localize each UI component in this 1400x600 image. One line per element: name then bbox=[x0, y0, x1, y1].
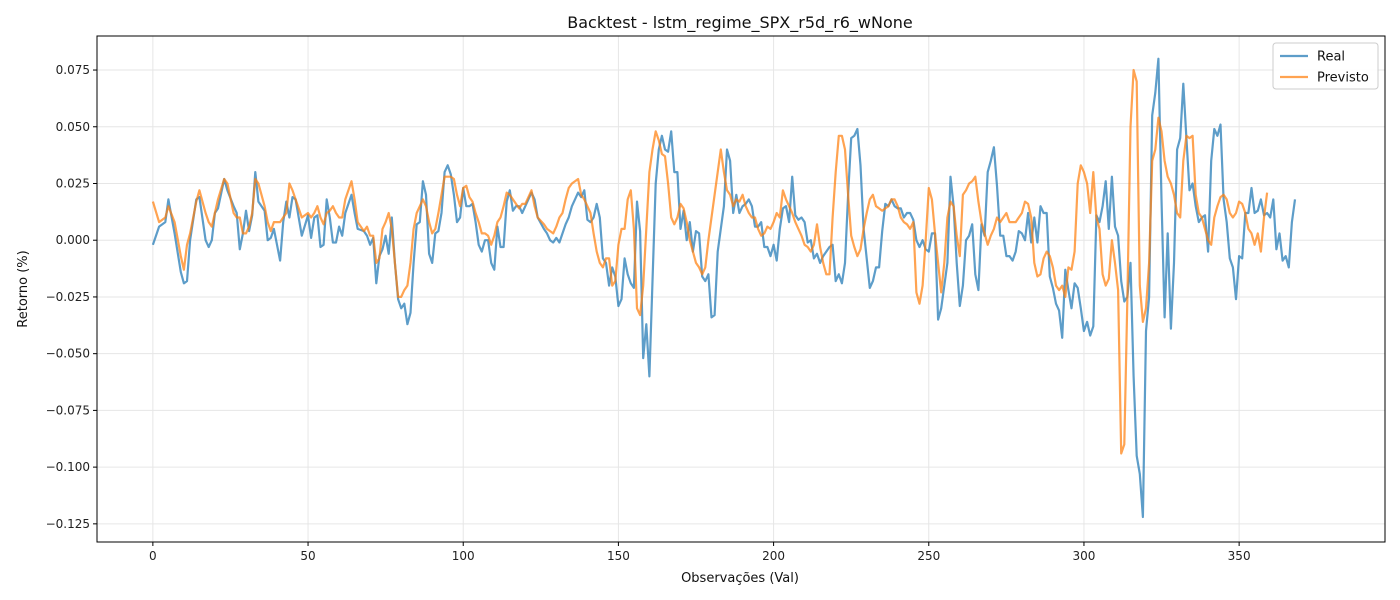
series-lines bbox=[151, 57, 1297, 519]
y-tick-label: 0.050 bbox=[56, 120, 90, 134]
series-line-previsto bbox=[151, 68, 1269, 455]
y-tick-label: 0.025 bbox=[56, 176, 90, 190]
legend: Real Previsto bbox=[1272, 42, 1379, 90]
legend-label-previsto: Previsto bbox=[1317, 71, 1369, 86]
x-tick-label: 250 bbox=[917, 549, 940, 563]
x-axis-label: Observações (Val) bbox=[681, 571, 799, 586]
x-tick-label: 200 bbox=[762, 549, 785, 563]
x-tick-label: 0 bbox=[149, 549, 157, 563]
legend-label-real: Real bbox=[1317, 50, 1345, 65]
x-axis-ticks: 0 50 100 150 200 250 300 350 bbox=[149, 542, 1251, 563]
y-tick-label: −0.125 bbox=[46, 517, 90, 531]
y-tick-label: −0.025 bbox=[46, 290, 90, 304]
chart-title: Backtest - lstm_regime_SPX_r5d_r6_wNone bbox=[567, 13, 913, 33]
y-tick-label: 0.075 bbox=[56, 63, 90, 77]
y-tick-label: −0.100 bbox=[46, 460, 90, 474]
plot-frame bbox=[96, 35, 1386, 543]
series-line-real bbox=[151, 57, 1297, 519]
y-tick-label: −0.075 bbox=[46, 403, 90, 417]
y-axis-label: Retorno (%) bbox=[16, 250, 31, 327]
y-axis-ticks: 0.075 0.050 0.025 0.000 −0.025 −0.050 −0.075 −0… bbox=[46, 63, 97, 531]
y-tick-label: −0.050 bbox=[46, 347, 90, 361]
x-tick-label: 50 bbox=[300, 549, 315, 563]
x-tick-label: 350 bbox=[1228, 549, 1251, 563]
x-tick-label: 150 bbox=[607, 549, 630, 563]
y-tick-label: 0.000 bbox=[56, 233, 90, 247]
x-tick-label: 100 bbox=[452, 549, 475, 563]
x-tick-label: 300 bbox=[1072, 549, 1095, 563]
